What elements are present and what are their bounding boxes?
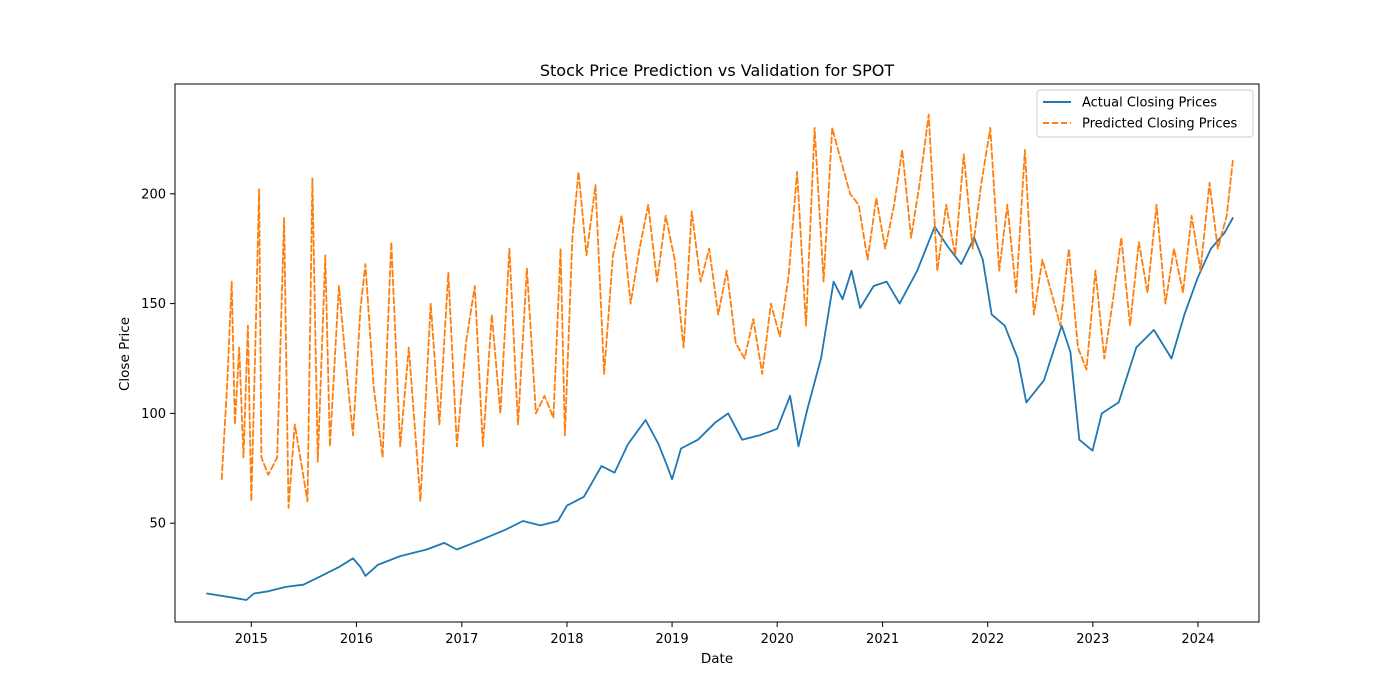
chart-title: Stock Price Prediction vs Validation for… xyxy=(540,61,895,80)
x-tick-label: 2017 xyxy=(445,632,478,647)
x-tick-label: 2023 xyxy=(1076,632,1109,647)
legend: Actual Closing Prices Predicted Closing … xyxy=(1036,89,1254,138)
y-tick-label: 150 xyxy=(141,297,166,312)
x-tick-label: 2021 xyxy=(866,632,899,647)
y-tick-label: 50 xyxy=(149,517,166,532)
x-tick-label: 2024 xyxy=(1181,632,1214,647)
x-tick-label: 2019 xyxy=(656,632,689,647)
legend-box xyxy=(1036,89,1254,138)
x-tick-label: 2016 xyxy=(340,632,373,647)
x-axis-label: Date xyxy=(701,651,733,667)
x-tick-label: 2018 xyxy=(550,632,583,647)
plot-frame xyxy=(174,83,1260,623)
x-tick-label: 2022 xyxy=(971,632,1004,647)
y-axis: 50 100 150 200 xyxy=(141,187,175,532)
y-axis-label: Close Price xyxy=(117,317,133,391)
x-tick-label: 2015 xyxy=(235,632,268,647)
series-line-actual xyxy=(206,217,1234,601)
plot-area xyxy=(174,83,1260,623)
x-tick-label: 2020 xyxy=(761,632,794,647)
series-line-predicted xyxy=(220,113,1234,509)
x-axis: 2015 2016 2017 2018 2019 2020 2021 2022 2023 2024 xyxy=(235,622,1214,647)
y-tick-label: 200 xyxy=(141,187,166,202)
y-tick-label: 100 xyxy=(141,407,166,422)
legend-label-predicted: Predicted Closing Prices xyxy=(1082,117,1238,132)
series-layer xyxy=(206,113,1234,601)
legend-label-actual: Actual Closing Prices xyxy=(1082,96,1217,111)
